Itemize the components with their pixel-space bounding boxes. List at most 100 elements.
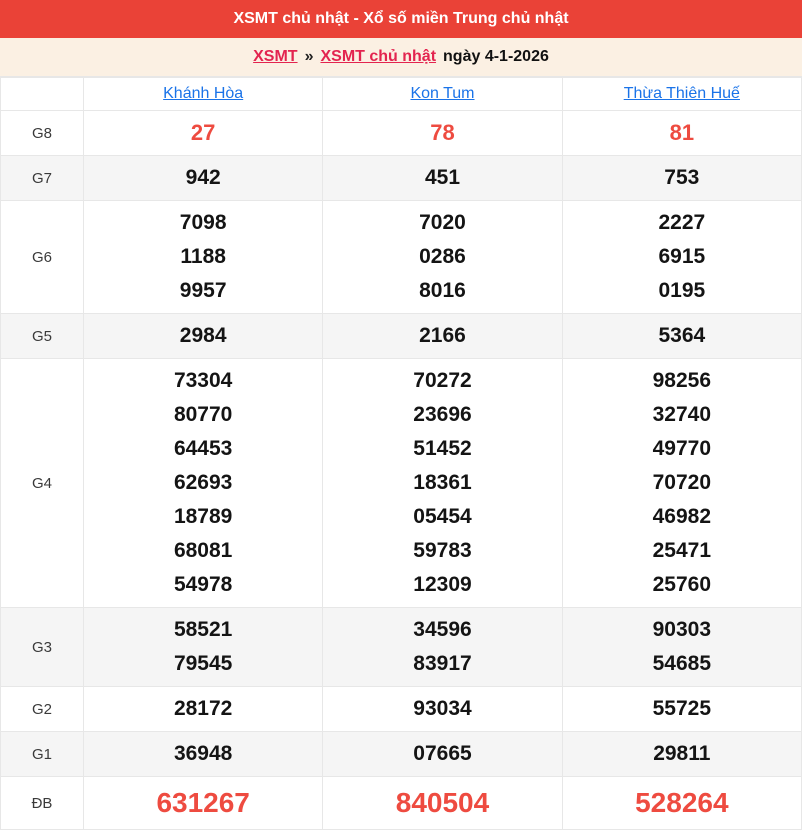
breadcrumb-separator: » [304,48,314,65]
prize-number: 70720 [652,471,712,494]
province-link-kon-tum[interactable]: Kon Tum [410,85,475,102]
prize-number: 81 [669,120,695,145]
prize-cell-g8-col3: 81 [561,110,802,156]
prize-number: 46982 [652,505,712,528]
prize-row-g6: G6 7098 1188 9957 7020 0286 8016 2227 6915 0195 [0,200,802,314]
prize-row-g5: G5 2984 2166 5364 [0,313,802,359]
prize-number: 59783 [413,539,472,562]
prize-cell-g6-col3: 2227 6915 0195 [561,200,802,314]
prize-cell-g2-col3: 55725 [561,686,802,732]
breadcrumb-link-region[interactable]: XSMT [253,48,298,65]
prize-number: 631267 [156,787,250,818]
prize-cell-g4-col2: 70272 23696 51452 18361 05454 59783 12309 [322,358,563,608]
prize-number: 32740 [652,403,712,426]
prize-number: 0286 [419,245,466,268]
breadcrumb-date: ngày 4-1-2026 [443,48,549,65]
prize-number: 07665 [413,742,472,765]
province-link-thua-thien-hue[interactable]: Thừa Thiên Huế [623,85,740,102]
prize-row-g4: G4 73304 80770 64453 62693 18789 68081 54978 702… [0,358,802,608]
prize-cell-g3-col2: 34596 83917 [322,607,563,687]
prize-row-g3: G3 58521 79545 34596 83917 90303 54685 [0,607,802,687]
prize-number: 942 [185,166,221,189]
prize-number: 79545 [173,652,233,675]
results-table: Khánh Hòa Kon Tum Thừa Thiên Huế G8 27 78 8… [0,77,802,830]
prize-number: 1188 [180,245,226,268]
prize-label-g1: G1 [0,731,84,777]
prize-number: 78 [430,120,455,145]
prize-cell-g4-col3: 98256 32740 49770 70720 46982 25471 25760 [561,358,802,608]
prize-cell-db-col3: 528264 [561,776,802,830]
prize-number: 25471 [652,539,712,562]
breadcrumb: XSMT » XSMT chủ nhật ngày 4-1-2026 [0,38,802,77]
prize-number: 28172 [173,697,233,720]
prize-row-g8: G8 27 78 81 [0,110,802,156]
prize-label-g2: G2 [0,686,84,732]
prize-label-g3: G3 [0,607,84,687]
prize-number: 54685 [652,652,712,675]
prize-cell-g6-col2: 7020 0286 8016 [322,200,563,314]
prize-label-g5: G5 [0,313,84,359]
province-header-kon-tum: Kon Tum [322,77,563,111]
prize-number: 840504 [395,787,490,818]
prize-number: 36948 [173,742,233,765]
prize-number: 5364 [658,324,706,347]
prize-number: 29811 [653,742,711,765]
prize-number: 2227 [658,211,706,234]
prize-number: 90303 [652,618,712,641]
prize-cell-db-col2: 840504 [322,776,563,830]
prize-number: 62693 [173,471,233,494]
province-header-row: Khánh Hòa Kon Tum Thừa Thiên Huế [0,77,802,111]
prize-cell-g1-col3: 29811 [561,731,802,777]
prize-number: 6915 [658,245,706,268]
prize-number: 753 [664,166,700,189]
province-header-khanh-hoa: Khánh Hòa [82,77,324,111]
prize-label-g7: G7 [0,155,84,201]
prize-number: 73304 [173,369,233,392]
prize-number: 0195 [658,279,706,302]
prize-label-g6: G6 [0,200,84,314]
prize-number: 34596 [413,618,472,641]
prize-cell-g5-col1: 2984 [82,313,324,359]
prize-row-g2: G2 28172 93034 55725 [0,686,802,732]
prize-number: 25760 [652,573,712,596]
page-title: XSMT chủ nhật - Xổ số miền Trung chủ nhậ… [233,10,569,27]
prize-cell-g5-col3: 5364 [561,313,802,359]
prize-row-g7: G7 942 451 753 [0,155,802,201]
prize-cell-g8-col1: 27 [82,110,324,156]
prize-number: 68081 [173,539,233,562]
prize-number: 18361 [413,471,472,494]
prize-cell-g5-col2: 2166 [322,313,563,359]
prize-number: 451 [424,166,461,189]
breadcrumb-link-day[interactable]: XSMT chủ nhật [320,48,437,65]
prize-number: 7098 [179,211,227,234]
prize-number: 51452 [413,437,472,460]
prize-cell-g4-col1: 73304 80770 64453 62693 18789 68081 54978 [82,358,324,608]
prize-cell-g8-col2: 78 [322,110,563,156]
prize-number: 8016 [419,279,466,302]
prize-cell-g7-col1: 942 [82,155,324,201]
prize-number: 12309 [413,573,472,596]
prize-number: 23696 [413,403,472,426]
prize-row-db: ĐB 631267 840504 528264 [0,776,802,830]
prize-cell-g6-col1: 7098 1188 9957 [82,200,324,314]
province-header-thua-thien-hue: Thừa Thiên Huế [561,77,802,111]
prize-cell-g7-col2: 451 [322,155,563,201]
prize-cell-g1-col2: 07665 [322,731,563,777]
prize-cell-db-col1: 631267 [82,776,324,830]
prize-number: 7020 [419,211,466,234]
prize-number: 9957 [179,279,227,302]
prize-number: 70272 [413,369,472,392]
prize-number: 55725 [652,697,712,720]
prize-number: 2166 [419,324,466,347]
prize-number: 54978 [173,573,233,596]
prize-number: 98256 [652,369,712,392]
prize-number: 80770 [173,403,233,426]
prize-number: 528264 [635,787,729,818]
prize-number: 27 [190,120,216,145]
prize-number: 49770 [652,437,712,460]
prize-cell-g2-col1: 28172 [82,686,324,732]
prize-cell-g1-col1: 36948 [82,731,324,777]
prize-number: 58521 [173,618,233,641]
province-link-khanh-hoa[interactable]: Khánh Hòa [163,85,244,102]
